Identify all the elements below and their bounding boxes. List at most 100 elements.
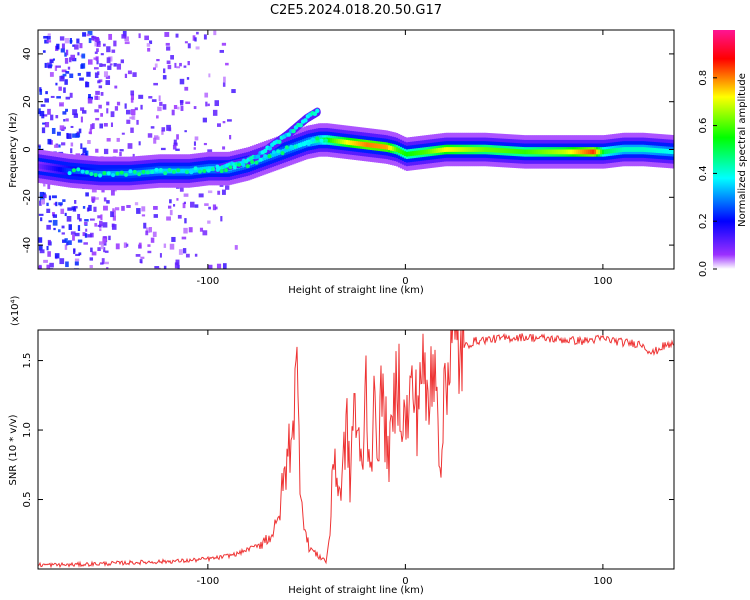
colorbar-tick-label: 0.2: [698, 213, 709, 229]
noise-speckle: [113, 40, 117, 47]
noise-speckle: [98, 104, 102, 109]
ridge-cell: [318, 137, 321, 143]
noise-speckle: [205, 101, 208, 107]
spectrogram-plot-area: [38, 30, 674, 269]
noise-speckle: [93, 67, 99, 70]
ridge-cell: [558, 149, 561, 155]
ridge-cell: [136, 170, 139, 176]
noise-speckle: [87, 140, 91, 144]
noise-speckle: [219, 49, 225, 53]
noise-speckle: [103, 148, 109, 155]
ridge-cell: [490, 147, 493, 153]
ridge-cell: [652, 147, 655, 153]
noise-speckle: [50, 114, 54, 121]
noise-speckle: [213, 30, 217, 36]
ridge-cell: [636, 147, 639, 152]
noise-speckle: [64, 238, 68, 243]
ridge-cell: [372, 143, 375, 148]
ridge-cell: [444, 147, 447, 152]
ridge-cell: [624, 147, 627, 152]
branch-blob: [312, 111, 318, 117]
noise-speckle: [84, 219, 89, 222]
ridge-blob: [293, 144, 298, 149]
ridge-cell: [66, 168, 69, 173]
ridge-cell: [330, 137, 333, 143]
noise-speckle: [70, 54, 76, 61]
noise-speckle: [87, 234, 92, 238]
noise-speckle: [88, 38, 92, 44]
ridge-blob: [323, 138, 328, 143]
noise-speckle: [74, 232, 80, 237]
x-tick-label: 0: [402, 576, 408, 587]
ridge-blob: [71, 168, 76, 173]
noise-speckle: [217, 190, 221, 195]
noise-speckle: [130, 98, 134, 103]
ridge-cell: [460, 147, 463, 152]
ridge-blob: [141, 169, 146, 174]
ridge-blob: [111, 173, 116, 178]
ridge-cell: [544, 149, 547, 155]
noise-speckle: [86, 207, 90, 212]
noise-speckle: [39, 110, 45, 117]
noise-speckle: [46, 208, 51, 213]
noise-speckle: [49, 72, 54, 77]
noise-speckle: [38, 111, 41, 115]
noise-speckle: [207, 220, 211, 224]
snr-x-ticks: -100 0 100: [197, 330, 612, 587]
ridge-cell: [602, 149, 605, 155]
noise-speckle: [106, 101, 110, 106]
ridge-cell: [446, 147, 449, 152]
ridge-cell: [354, 140, 357, 146]
noise-speckle: [79, 43, 83, 49]
ridge-cell: [536, 149, 539, 155]
noise-speckle: [38, 145, 41, 151]
ridge-cell: [562, 149, 565, 155]
noise-speckle: [67, 66, 71, 70]
noise-speckle: [58, 202, 63, 206]
ridge-cell: [502, 148, 505, 153]
colorbar-tick-label: 0.4: [698, 165, 709, 181]
noise-speckle: [229, 134, 232, 140]
noise-speckle: [119, 151, 122, 157]
noise-speckle: [87, 59, 93, 65]
noise-speckle: [166, 124, 171, 131]
noise-speckle: [138, 141, 141, 146]
ridge-blob: [197, 169, 202, 174]
noise-speckle: [106, 200, 110, 204]
ridge-cell: [200, 167, 203, 172]
noise-speckle: [97, 71, 100, 76]
ridge-blob: [180, 168, 185, 173]
noise-speckle: [193, 141, 196, 146]
colorbar-tick-label: 0.8: [698, 70, 709, 86]
snr-plot-area: [38, 330, 674, 569]
ridge-cell: [566, 149, 569, 155]
ridge-cell: [442, 147, 445, 153]
noise-speckle: [74, 199, 77, 204]
noise-speckle: [150, 237, 155, 243]
ridge-blob: [232, 165, 237, 170]
noise-speckle: [140, 104, 143, 110]
noise-speckle: [169, 199, 172, 204]
noise-speckle: [203, 142, 207, 146]
noise-speckle: [139, 259, 143, 264]
ridge-blob: [319, 138, 324, 143]
branch-blob: [277, 139, 282, 145]
ridge-cell: [476, 147, 479, 152]
ridge-cell: [570, 149, 573, 155]
noise-speckle: [222, 146, 226, 150]
ridge-cell: [572, 149, 575, 155]
noise-speckle: [126, 119, 131, 124]
noise-speckle: [130, 109, 136, 115]
noise-speckle: [140, 256, 145, 259]
ridge-blob: [67, 171, 72, 176]
branch-blob: [315, 108, 320, 114]
ridge-cell: [592, 149, 595, 155]
noise-speckle: [62, 111, 67, 115]
noise-speckle: [43, 35, 48, 39]
noise-speckle: [74, 44, 79, 50]
ridge-blob: [119, 170, 124, 175]
ridge-cell: [484, 147, 487, 152]
ridge-cell: [382, 144, 385, 150]
noise-speckle: [127, 70, 132, 75]
noise-speckle: [152, 231, 157, 237]
